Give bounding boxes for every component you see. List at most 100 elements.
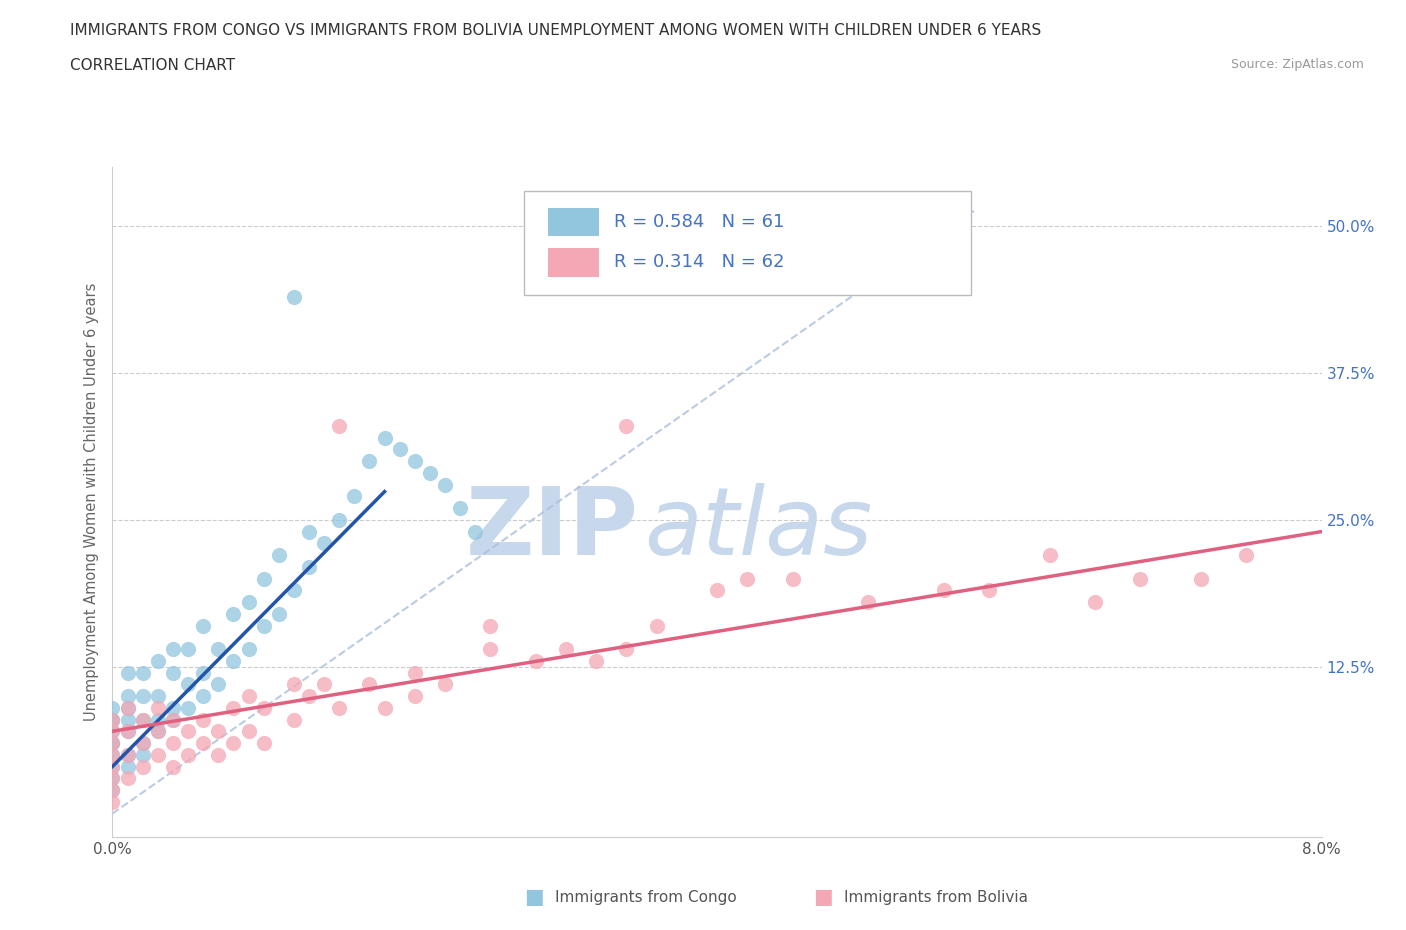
- Point: [359, 677, 381, 692]
- Point: [177, 700, 200, 715]
- Point: [359, 454, 381, 469]
- Point: [101, 736, 124, 751]
- Point: [101, 759, 124, 774]
- Point: [1234, 548, 1257, 563]
- Point: [932, 583, 955, 598]
- Point: [238, 724, 260, 738]
- Point: [253, 571, 276, 586]
- Point: [404, 688, 426, 703]
- Point: [101, 736, 124, 751]
- Point: [191, 688, 215, 703]
- Point: [222, 700, 245, 715]
- Point: [177, 677, 200, 692]
- Point: [132, 736, 155, 751]
- Point: [177, 748, 200, 763]
- Point: [222, 606, 245, 621]
- Point: [101, 759, 124, 774]
- Point: [117, 724, 139, 738]
- Point: [177, 642, 200, 657]
- Point: [117, 712, 139, 727]
- Point: [479, 642, 502, 657]
- Point: [312, 536, 335, 551]
- Point: [101, 712, 124, 727]
- Point: [117, 771, 139, 786]
- Point: [283, 583, 305, 598]
- Point: [146, 724, 169, 738]
- Point: [464, 525, 486, 539]
- Point: [101, 736, 124, 751]
- Point: [253, 700, 276, 715]
- Point: [207, 642, 229, 657]
- Point: [162, 712, 184, 727]
- Point: [267, 606, 290, 621]
- Point: [101, 700, 124, 715]
- Point: [479, 618, 502, 633]
- Point: [132, 665, 155, 680]
- Point: [222, 736, 245, 751]
- Point: [253, 618, 276, 633]
- Point: [388, 442, 411, 457]
- Point: [238, 642, 260, 657]
- Point: [101, 724, 124, 738]
- Point: [162, 700, 184, 715]
- Point: [177, 724, 200, 738]
- Point: [312, 677, 335, 692]
- Point: [524, 654, 547, 669]
- Point: [449, 500, 471, 515]
- Point: [298, 559, 321, 574]
- Point: [298, 688, 321, 703]
- Point: [101, 724, 124, 738]
- Point: [328, 418, 350, 433]
- Bar: [548, 208, 599, 236]
- Point: [283, 712, 305, 727]
- Point: [101, 771, 124, 786]
- Text: ZIP: ZIP: [465, 483, 638, 575]
- Point: [737, 571, 759, 586]
- Point: [1189, 571, 1212, 586]
- Point: [162, 665, 184, 680]
- Point: [616, 642, 638, 657]
- Point: [207, 748, 229, 763]
- Text: Immigrants from Bolivia: Immigrants from Bolivia: [844, 890, 1028, 905]
- Point: [146, 724, 169, 738]
- Point: [146, 654, 169, 669]
- Point: [117, 724, 139, 738]
- Point: [238, 688, 260, 703]
- Point: [328, 512, 350, 527]
- Point: [191, 712, 215, 727]
- Point: [373, 700, 396, 715]
- Text: Immigrants from Congo: Immigrants from Congo: [555, 890, 737, 905]
- Point: [162, 642, 184, 657]
- Point: [146, 700, 169, 715]
- Text: R = 0.584   N = 61: R = 0.584 N = 61: [614, 213, 785, 232]
- Point: [222, 654, 245, 669]
- Point: [191, 665, 215, 680]
- Text: ■: ■: [524, 887, 544, 908]
- Point: [328, 700, 350, 715]
- Text: R = 0.314   N = 62: R = 0.314 N = 62: [614, 254, 785, 272]
- Point: [101, 712, 124, 727]
- Point: [101, 771, 124, 786]
- Point: [132, 688, 155, 703]
- Point: [419, 465, 441, 480]
- Point: [979, 583, 1001, 598]
- Point: [117, 748, 139, 763]
- Point: [117, 759, 139, 774]
- Point: [101, 782, 124, 797]
- Point: [207, 677, 229, 692]
- Point: [132, 712, 155, 727]
- Point: [433, 677, 456, 692]
- Point: [101, 782, 124, 797]
- Point: [132, 736, 155, 751]
- Point: [1038, 548, 1062, 563]
- Point: [101, 794, 124, 809]
- Point: [253, 736, 276, 751]
- Text: ■: ■: [813, 887, 832, 908]
- Point: [238, 594, 260, 609]
- Point: [1129, 571, 1152, 586]
- Point: [101, 748, 124, 763]
- Point: [191, 736, 215, 751]
- Text: atlas: atlas: [644, 484, 873, 575]
- Point: [132, 759, 155, 774]
- Point: [117, 748, 139, 763]
